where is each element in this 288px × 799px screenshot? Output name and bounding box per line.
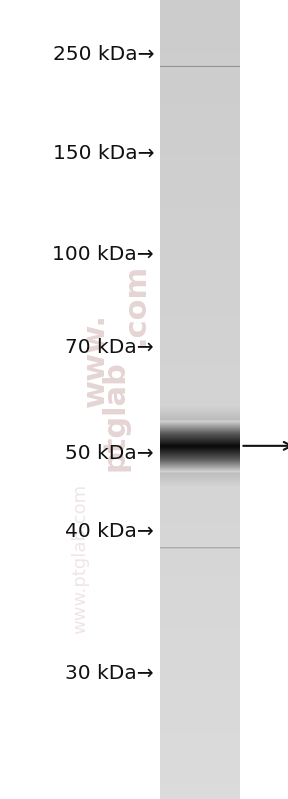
Text: 100 kDa→: 100 kDa→: [52, 244, 154, 264]
Text: www.ptglab.com: www.ptglab.com: [72, 484, 90, 634]
Text: 250 kDa→: 250 kDa→: [53, 45, 154, 64]
Text: 40 kDa→: 40 kDa→: [65, 522, 154, 541]
Text: www.: www.: [81, 312, 109, 407]
Text: 50 kDa→: 50 kDa→: [65, 443, 154, 463]
Text: .com: .com: [121, 263, 150, 344]
Text: 150 kDa→: 150 kDa→: [53, 144, 154, 163]
Text: ptglab: ptglab: [101, 360, 130, 471]
Text: 70 kDa→: 70 kDa→: [65, 338, 154, 357]
Text: 30 kDa→: 30 kDa→: [65, 664, 154, 683]
